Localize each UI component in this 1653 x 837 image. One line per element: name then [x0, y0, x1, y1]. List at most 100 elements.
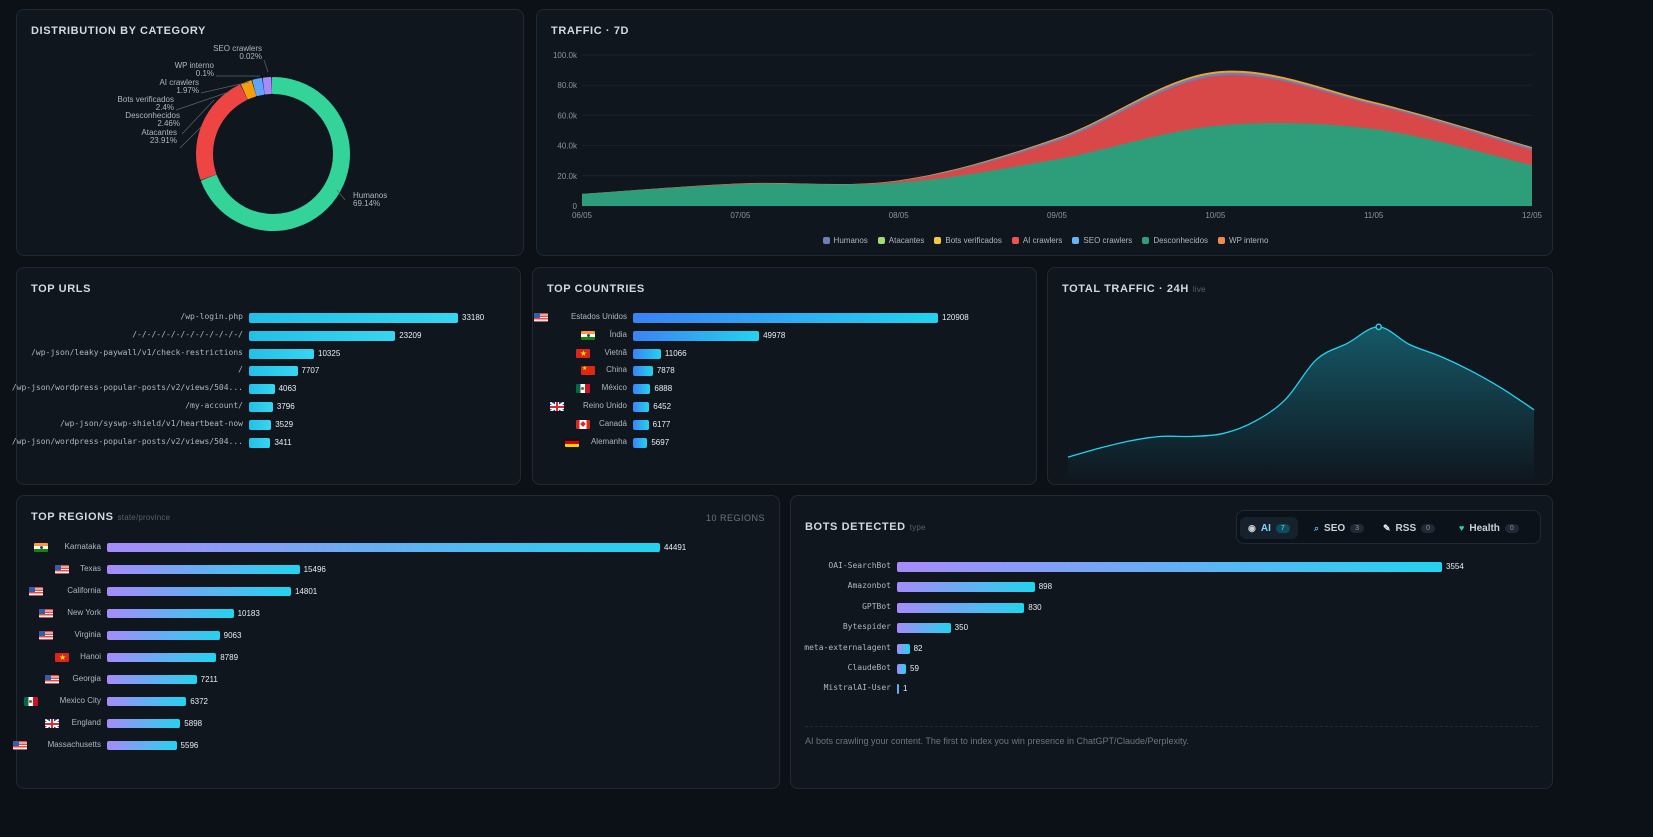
flag-in-icon [34, 543, 49, 552]
peak-point[interactable] [1375, 323, 1383, 331]
donut-label-name: WP interno [175, 61, 215, 70]
tab-count-badge: 3 [1350, 523, 1365, 533]
region-row-bar [107, 719, 181, 728]
url-row-value: 10325 [318, 348, 341, 358]
region-row-label: California [67, 586, 101, 595]
top-regions-label: TOP REGIONS [31, 511, 114, 523]
legend-label: Humanos [833, 236, 868, 245]
flag-us-icon [55, 565, 69, 574]
donut-slice-atacantes[interactable] [196, 84, 248, 180]
legend-item[interactable]: SEO crawlers [1072, 236, 1132, 245]
url-row-bar [249, 348, 315, 359]
region-row-value: 14801 [294, 587, 318, 596]
url-row-label: /wp-login.php [180, 312, 243, 321]
flag-gb-icon [44, 719, 59, 728]
bot-row-value: 59 [910, 664, 919, 673]
traffic-24h-area [1068, 326, 1534, 482]
bot-row-bar [897, 602, 1025, 613]
tab-rss[interactable]: ✎ RSS 0 [1375, 517, 1443, 539]
country-row-value: 7878 [656, 366, 675, 376]
country-row-bar [633, 330, 760, 341]
country-row-value: 49978 [763, 330, 786, 340]
region-row-label: Hanoi [80, 652, 101, 661]
legend-label: Desconhecidos [1153, 236, 1209, 245]
legend-swatch [1072, 237, 1080, 244]
flag-vn-icon: ★ [575, 348, 590, 358]
region-row-label: Karnataka [64, 542, 101, 551]
url-row-bar [249, 366, 298, 377]
tab-seo[interactable]: ⌕ SEO 3 [1306, 517, 1372, 539]
legend-item[interactable]: WP interno [1218, 236, 1268, 245]
traffic-24h-line [1067, 326, 1535, 458]
region-row-label: England [71, 718, 101, 727]
url-row-label: /my-account/ [185, 401, 243, 410]
bots-label: BOTS DETECTED [805, 521, 906, 533]
region-row-value: 44491 [664, 543, 687, 552]
top-urls-title: TOP URLS [31, 283, 92, 295]
x-tick-label: 08/05 [889, 211, 910, 220]
legend-item[interactable]: Atacantes [877, 236, 924, 245]
country-row-bar [633, 366, 653, 377]
tab-health[interactable]: ♥ Health 0 [1451, 517, 1527, 539]
legend-item[interactable]: Bots verificados [934, 236, 1002, 245]
x-tick-label: 12/05 [1522, 211, 1543, 220]
donut-slice-bots-verificados[interactable] [241, 80, 257, 100]
donut-label-pct: 69.14% [353, 199, 380, 208]
region-row-label: Massachusetts [47, 740, 101, 749]
url-row-value: 33180 [462, 313, 485, 322]
bot-row-bar [897, 664, 907, 674]
heart-icon: ♥ [1459, 523, 1465, 533]
country-row-value: 5697 [651, 437, 670, 447]
traffic-7d-title: TRAFFIC · 7D [551, 25, 630, 37]
tab-count-badge: 0 [1504, 523, 1519, 533]
region-row-bar [107, 675, 197, 684]
url-row-label: /wp-json/wordpress-popular-posts/v2/view… [11, 436, 243, 446]
url-row-label: /-/-/-/-/-/-/-/-/-/-/-/ [132, 329, 243, 339]
y-tick-label: 80.0k [557, 81, 578, 90]
region-row-bar [107, 587, 291, 596]
region-row-bar [107, 631, 220, 640]
donut-label-name: Atacantes [141, 128, 177, 137]
region-row-label: New York [67, 608, 101, 617]
legend-item[interactable]: Desconhecidos [1142, 236, 1208, 245]
region-row-value: 6372 [190, 697, 208, 706]
traffic-7d-chart: 100.0k 80.0k 60.0k 40.0k 20.0k 006/05 07/05 08/… [553, 51, 1543, 220]
top-regions-subtitle: state/province [117, 513, 171, 522]
bots-divider [805, 726, 1538, 727]
region-row-label: Virginia [74, 630, 101, 639]
country-row-bar [633, 402, 650, 412]
top-urls-list: /wp-login.php 33180 /-/-/-/-/-/-/-/-/-/-/-… [12, 268, 522, 486]
country-row-value: 6177 [652, 419, 671, 429]
flag-us-icon [13, 741, 28, 750]
donut-slice-seo-crawlers[interactable] [262, 77, 272, 95]
total-traffic-24h-title: TOTAL TRAFFIC · 24H live [1062, 283, 1206, 295]
bot-row-label: GPTBot [862, 601, 891, 611]
flag-de-icon [565, 437, 580, 447]
url-row-label: / [238, 365, 243, 375]
donut-slice-humanos[interactable] [201, 77, 350, 231]
country-row-value: 6888 [654, 384, 673, 394]
bot-row-value: 898 [1038, 582, 1053, 592]
legend-item[interactable]: AI crawlers [1011, 236, 1062, 245]
y-tick-label: 20.0k [557, 172, 578, 181]
region-row-value: 5898 [184, 719, 203, 728]
x-tick-label: 09/05 [1047, 211, 1068, 220]
region-row-bar [107, 609, 234, 618]
tab-ai[interactable]: ◉ AI 7 [1240, 517, 1298, 539]
tab-count-badge: 0 [1421, 523, 1436, 533]
legend-item[interactable]: Humanos [822, 236, 868, 245]
bots-list: OAI-SearchBot 3554 Amazonbot 898 GPTBot 830 By… [791, 496, 1554, 790]
y-tick-label: 40.0k [557, 142, 578, 151]
donut-label-pct: 0.1% [196, 69, 214, 78]
country-row-bar [633, 419, 649, 430]
top-regions-card: TOP REGIONS state/province 10 REGIONS Kar… [13, 495, 780, 789]
country-row-label: Vietnã [604, 347, 627, 357]
donut-label-name: AI crawlers [159, 78, 199, 87]
top-urls-card: TOP URLS /wp-login.php 33180 /-/-/-/-/-/-/… [12, 267, 522, 486]
region-row-label: Texas [80, 564, 101, 573]
tab-label: Health [1469, 522, 1500, 534]
country-row-value: 6452 [653, 402, 672, 411]
flag-us-icon [44, 675, 59, 684]
donut-slice-ai-crawlers[interactable] [252, 77, 265, 97]
